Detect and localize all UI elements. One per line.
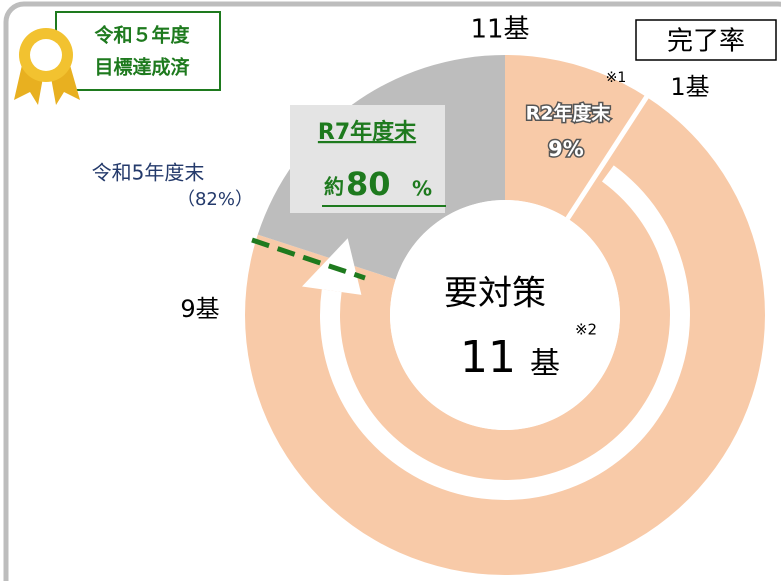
badge-line: 令和５年度 xyxy=(94,24,190,47)
segment-divider xyxy=(565,93,650,220)
target-label: R7年度末 xyxy=(318,119,417,145)
medal-center xyxy=(30,39,62,71)
legend-label: 完了率 xyxy=(667,27,745,57)
target-prefix: 約 xyxy=(324,175,344,199)
r5-rate: （82%） xyxy=(177,189,253,210)
r2-label: R2年度末 xyxy=(526,102,612,125)
target-box xyxy=(290,105,445,213)
r5-count: 9基 xyxy=(180,295,219,323)
target-rate: 80 xyxy=(346,165,391,203)
r5-boundary xyxy=(251,237,366,281)
frame xyxy=(3,1,781,585)
center-label: 要対策 xyxy=(444,274,546,314)
r2-rate: 9% xyxy=(548,137,584,161)
center-count: 11 xyxy=(460,332,516,383)
r5-label: 令和5年度末 xyxy=(92,161,205,185)
badge-line: 目標達成済 xyxy=(94,56,190,79)
legend-box xyxy=(635,19,777,61)
badge-box xyxy=(55,11,221,91)
note: ※2 xyxy=(575,321,597,339)
total-label: 11基 xyxy=(470,15,529,45)
note: ※1 xyxy=(606,70,627,86)
center-disc xyxy=(390,200,620,430)
target-unit: % xyxy=(412,177,432,201)
center-unit: 基 xyxy=(530,347,560,382)
r2-count: 1基 xyxy=(670,73,709,101)
